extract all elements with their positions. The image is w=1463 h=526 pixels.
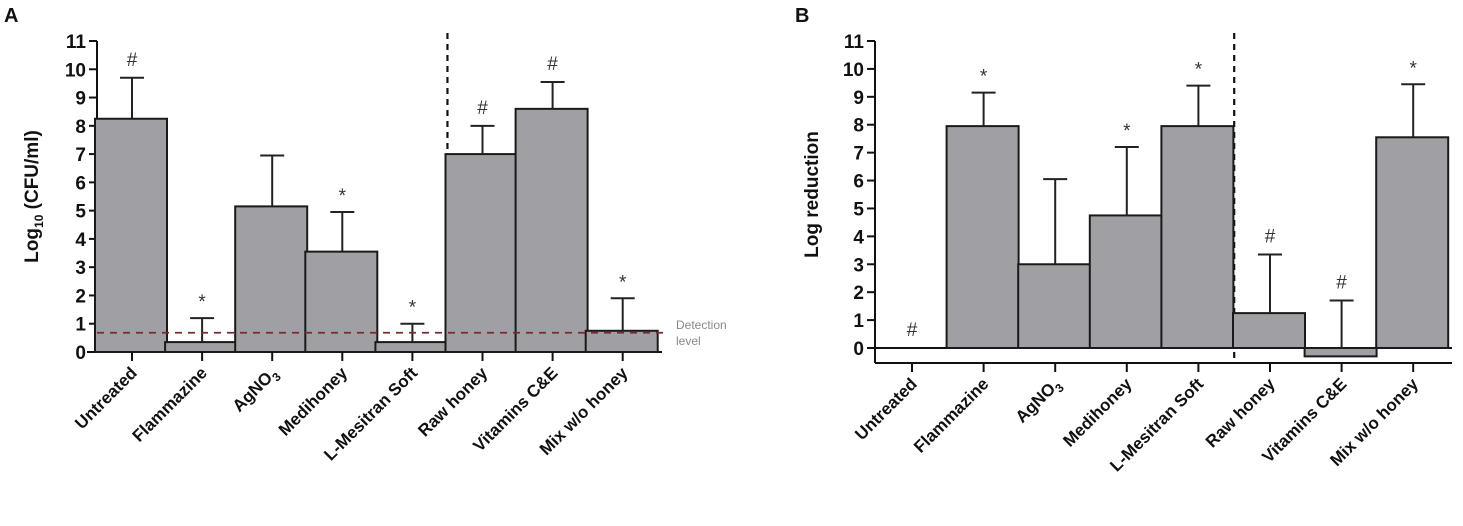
y-tick-label: 5 [853, 199, 864, 220]
asterisk-annotation: * [339, 186, 347, 207]
bar [1160, 125, 1235, 349]
y-tick-label: 4 [75, 230, 86, 251]
y-tick-label: 3 [75, 258, 86, 279]
bar [164, 341, 239, 354]
panel-label: B [795, 5, 809, 27]
y-tick-label: 8 [853, 116, 864, 137]
hash-annotation: # [907, 320, 918, 341]
asterisk-annotation: * [1123, 121, 1131, 142]
y-tick-label: 6 [75, 173, 86, 194]
asterisk-annotation: * [1409, 58, 1417, 79]
panel-a: A Log10 (CFU/ml) 0 1 2 3 4 5 6 7 8 9 10 11 # Untreated *… [4, 5, 727, 464]
x-tick-label: Untreated [71, 363, 141, 433]
panel-b: B Log reduction 0 1 2 3 4 5 6 7 8 9 10 11 # Untreated * F… [795, 5, 1452, 475]
bar [94, 117, 168, 353]
panel-label: A [4, 5, 18, 27]
y-axis-label: Log10 (CFU/ml) [22, 130, 46, 263]
bar [945, 125, 1020, 349]
y-tick-label: 7 [75, 145, 86, 166]
y-tick-label: 3 [853, 255, 864, 276]
detection-level-label: level [676, 334, 701, 348]
y-tick-label: 9 [75, 89, 86, 110]
y-tick-label: 5 [75, 202, 86, 223]
y-axis-label: Log reduction [802, 131, 823, 258]
bar [374, 341, 449, 354]
x-tick-label: Flammazine [129, 363, 211, 445]
x-tick-label: Untreated [851, 374, 921, 444]
bar [584, 329, 659, 353]
hash-annotation: # [477, 98, 488, 119]
y-tick-label: 4 [853, 227, 864, 248]
y-tick-label: 2 [853, 283, 864, 304]
bar [304, 250, 379, 353]
y-tick-label: 2 [75, 286, 86, 307]
asterisk-annotation: * [198, 292, 206, 313]
y-tick-label: 11 [844, 32, 865, 53]
y-tick-label: 11 [66, 32, 87, 53]
bar [234, 205, 309, 353]
asterisk-annotation: * [980, 67, 988, 88]
x-tick-label: Medihoney [1059, 374, 1136, 451]
bar [1375, 136, 1450, 349]
hash-annotation: # [1336, 273, 1347, 294]
y-tick-label: 1 [853, 311, 864, 332]
x-tick-label: Raw honey [1202, 374, 1279, 451]
y-tick-label: 6 [853, 172, 864, 193]
y-tick-label: 10 [843, 60, 864, 81]
bar [1017, 263, 1092, 350]
bar [514, 107, 589, 354]
asterisk-annotation: * [619, 272, 627, 293]
asterisk-annotation: * [409, 298, 417, 319]
y-tick-label: 9 [853, 88, 864, 109]
asterisk-annotation: * [1195, 60, 1203, 81]
x-tick-label: AgNO3 [229, 363, 284, 418]
y-tick-label: 10 [65, 60, 86, 81]
x-tick-label: Medihoney [275, 363, 352, 440]
bar [1088, 214, 1163, 349]
hash-annotation: # [547, 54, 558, 75]
hash-annotation: # [1265, 227, 1276, 248]
bar [1303, 347, 1378, 358]
detection-level-label: Detection [676, 318, 727, 332]
y-tick-label: 0 [75, 343, 86, 364]
x-tick-label: Flammazine [910, 374, 992, 456]
hash-annotation: # [127, 50, 138, 71]
bar [444, 153, 519, 353]
y-tick-label: 8 [75, 117, 86, 138]
x-tick-label: Raw honey [414, 363, 491, 440]
y-tick-label: 0 [853, 339, 864, 360]
x-tick-label: AgNO3 [1012, 374, 1067, 429]
y-tick-label: 7 [853, 144, 864, 165]
y-tick-label: 1 [75, 315, 86, 336]
bar [1232, 312, 1306, 350]
